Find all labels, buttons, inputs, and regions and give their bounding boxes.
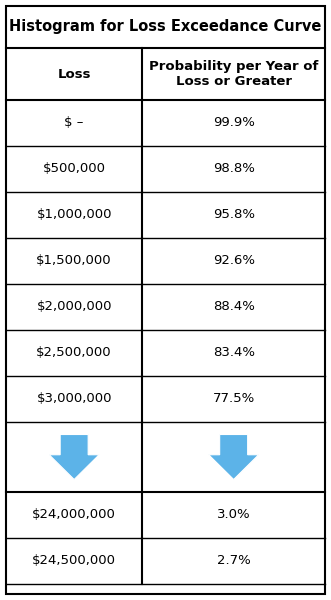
Text: $2,500,000: $2,500,000 [36, 346, 112, 359]
Text: Loss: Loss [57, 67, 91, 80]
Text: $500,000: $500,000 [43, 163, 106, 175]
Text: 3.0%: 3.0% [217, 509, 251, 521]
Text: 95.8%: 95.8% [213, 208, 255, 221]
Text: $24,000,000: $24,000,000 [32, 509, 116, 521]
Text: 92.6%: 92.6% [213, 254, 255, 268]
Text: $3,000,000: $3,000,000 [36, 392, 112, 406]
Text: $1,500,000: $1,500,000 [36, 254, 112, 268]
Text: 88.4%: 88.4% [213, 301, 255, 313]
Polygon shape [209, 434, 259, 479]
Text: 83.4%: 83.4% [213, 346, 255, 359]
Text: Histogram for Loss Exceedance Curve: Histogram for Loss Exceedance Curve [9, 19, 322, 34]
Text: 98.8%: 98.8% [213, 163, 255, 175]
Text: $ –: $ – [65, 116, 84, 130]
Text: 2.7%: 2.7% [217, 554, 251, 568]
Polygon shape [49, 434, 99, 479]
Text: Probability per Year of
Loss or Greater: Probability per Year of Loss or Greater [149, 60, 318, 88]
Text: 77.5%: 77.5% [213, 392, 255, 406]
Text: 99.9%: 99.9% [213, 116, 255, 130]
Text: $2,000,000: $2,000,000 [36, 301, 112, 313]
Text: $24,500,000: $24,500,000 [32, 554, 116, 568]
Text: $1,000,000: $1,000,000 [36, 208, 112, 221]
